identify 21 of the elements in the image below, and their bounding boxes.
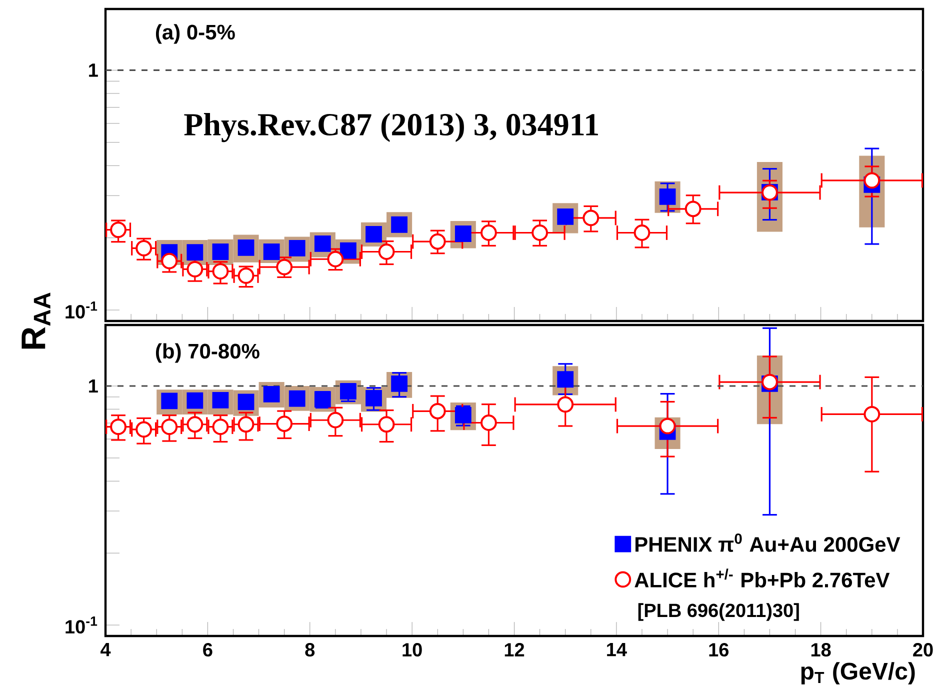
x-tick-label: 14 (607, 643, 627, 656)
legend-label: ALICE h$^{+/-}$ Pb+Pb 2.76TeV (634, 568, 890, 588)
y-tick-label: 10$^{-1}$ (66, 302, 98, 319)
x-axis-title: p$_{T}$ (GeV/c) (801, 662, 915, 684)
x-tick-label: 20 (913, 643, 933, 657)
x-tick-label: 6 (203, 643, 212, 657)
x-tick-label: 18 (811, 643, 831, 657)
y-tick-label: 1 (89, 379, 98, 393)
x-tick-label: 8 (305, 643, 315, 657)
x-tick-label: 10 (402, 643, 422, 657)
x-tick-label: 12 (504, 643, 524, 656)
y-tick-label: 10$^{-1}$ (66, 616, 98, 634)
y-axis-title: R$_{AA}$ (22, 292, 50, 349)
annotation: (b) 70-80% (156, 343, 260, 363)
y-tick-label: 1 (89, 64, 98, 77)
x-tick-label: 4 (100, 643, 111, 656)
annotation: (a) 0-5% (156, 24, 235, 44)
annotation: Phys.Rev.C87 (2013) 3, 034911 (184, 112, 598, 142)
annotation: [PLB 696(2011)30] (638, 603, 799, 621)
x-tick-label: 16 (709, 643, 729, 657)
legend-label: PHENIX π$^{0}$ Au+Au 200GeV (636, 533, 900, 552)
